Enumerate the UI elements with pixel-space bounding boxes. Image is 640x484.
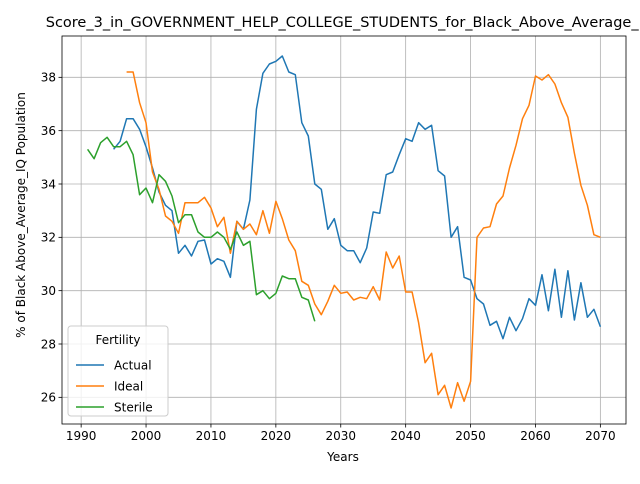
legend-label-ideal: Ideal	[114, 379, 143, 393]
y-tick-label: 32	[41, 231, 56, 245]
y-tick-label: 26	[41, 391, 56, 405]
x-axis: 1990 2000 2010 2020 2030 2040 2050 2060 2070	[66, 424, 616, 443]
x-tick-label: 2050	[455, 429, 486, 443]
legend-label-sterile: Sterile	[114, 400, 153, 414]
y-axis: 26 28 30 32 34 36 38	[41, 71, 62, 405]
series-line-sterile	[86, 136, 316, 322]
x-tick-label: 2010	[196, 429, 227, 443]
series-line-ideal	[126, 71, 601, 409]
y-tick-label: 38	[41, 71, 56, 85]
grid	[62, 36, 626, 424]
legend-box	[67, 325, 169, 417]
legend: Fertility Actual Ideal Sterile	[67, 325, 169, 417]
legend-title: Fertility	[95, 333, 140, 347]
legend-label-actual: Actual	[114, 358, 152, 372]
chart-title: Score_3_in_GOVERNMENT_HELP_COLLEGE_STUDE…	[46, 15, 640, 31]
x-axis-label: Years	[326, 450, 359, 464]
x-tick-label: 2000	[131, 429, 162, 443]
y-tick-label: 36	[41, 124, 56, 138]
x-tick-label: 2030	[325, 429, 356, 443]
y-axis-label: % of Black Above_Average_IQ Population	[14, 92, 28, 338]
x-tick-label: 2060	[520, 429, 551, 443]
x-tick-label: 2070	[585, 429, 616, 443]
series-line-actual	[113, 55, 602, 340]
x-tick-label: 1990	[66, 429, 97, 443]
x-tick-label: 2040	[390, 429, 421, 443]
y-tick-label: 30	[41, 284, 56, 298]
plot-frame	[61, 35, 627, 425]
x-tick-label: 2020	[261, 429, 292, 443]
y-tick-label: 28	[41, 337, 56, 351]
y-tick-label: 34	[41, 177, 56, 191]
series-lines	[86, 55, 602, 409]
